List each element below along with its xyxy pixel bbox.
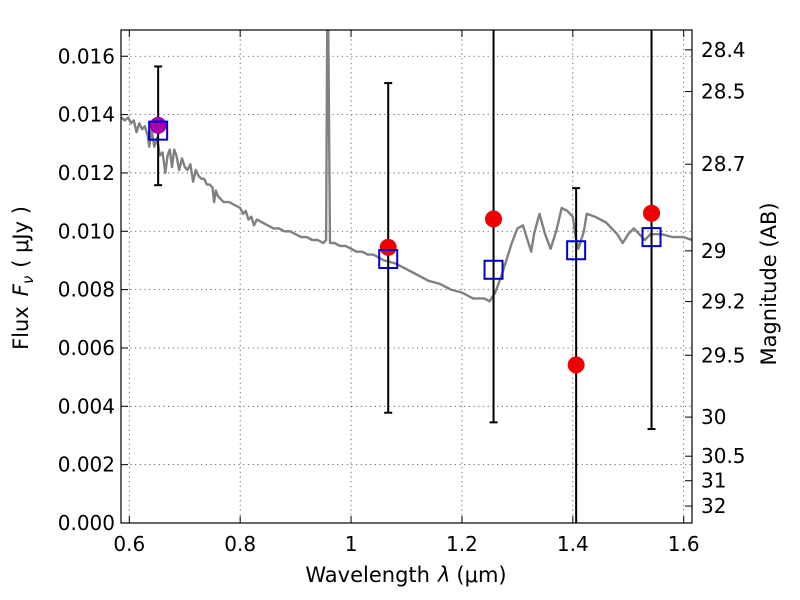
y2-tick-label: 29 xyxy=(701,239,726,263)
y-axis-label-unit: ( μJy ) xyxy=(9,206,33,268)
observed-flux-marker xyxy=(567,356,585,374)
y-tick-label: 0.014 xyxy=(58,103,115,127)
x-tick-label: 0.8 xyxy=(224,532,256,556)
x-tick-label: 1.6 xyxy=(668,532,700,556)
marker-layer xyxy=(148,30,662,523)
x-axis-label-symbol: λ xyxy=(437,563,450,587)
y2-tick-label: 29.5 xyxy=(701,343,746,367)
y2-tick-label: 28.4 xyxy=(701,38,746,62)
y2-tick-label: 32 xyxy=(701,494,726,518)
y2-tick-label: 30 xyxy=(701,405,726,429)
y-axis-label-subscript: ν xyxy=(19,276,37,284)
y2-tick-label: 29.2 xyxy=(701,290,746,314)
x-axis-label: Wavelength λ (μm) xyxy=(305,563,506,587)
spectrum-line xyxy=(121,30,692,303)
grid-lines xyxy=(121,30,692,524)
axis-ticks: 0.6 0.8 1 1.2 1.4 1.6 0.000 0.002 0.004 0.006 0.00… xyxy=(58,30,746,556)
x-tick-label: 0.6 xyxy=(113,532,145,556)
model-flux-marker xyxy=(566,240,587,261)
y-tick-label: 0.012 xyxy=(58,161,115,185)
y-tick-label: 0.010 xyxy=(58,219,115,243)
y-tick-label: 0.004 xyxy=(58,394,115,418)
y2-tick-label: 31 xyxy=(701,469,726,493)
y-tick-label: 0.000 xyxy=(58,511,115,535)
y-axis-label: Flux Fν ( μJy ) xyxy=(9,206,37,350)
y2-axis-label: Magnitude (AB) xyxy=(757,202,781,365)
y2-tick-label: 28.7 xyxy=(701,152,746,176)
y-tick-label: 0.008 xyxy=(58,278,115,302)
y-axis-label-text: Flux xyxy=(9,306,33,350)
observed-flux-marker xyxy=(379,238,397,256)
observed-flux-marker xyxy=(149,116,167,134)
plot-area xyxy=(121,30,692,303)
x-axis-label-unit: (μm) xyxy=(456,563,506,587)
y-tick-label: 0.006 xyxy=(58,336,115,360)
series-layer xyxy=(121,30,692,303)
y-tick-label: 0.016 xyxy=(58,44,115,68)
observed-flux-marker xyxy=(643,204,661,222)
observed-flux-marker xyxy=(485,210,503,228)
y2-tick-label: 30.5 xyxy=(701,444,746,468)
model-flux-marker xyxy=(148,120,169,141)
x-tick-label: 1 xyxy=(345,532,358,556)
y2-tick-label: 28.5 xyxy=(701,80,746,104)
model-flux-marker xyxy=(483,259,504,280)
y-tick-label: 0.002 xyxy=(58,453,115,477)
y-axis-label-symbol: F xyxy=(9,283,33,296)
x-axis-label-text: Wavelength xyxy=(305,563,430,587)
x-tick-label: 1.2 xyxy=(446,532,478,556)
model-flux-marker xyxy=(378,248,399,269)
model-flux-marker xyxy=(641,227,662,248)
x-tick-label: 1.4 xyxy=(557,532,589,556)
plot-frame xyxy=(120,29,693,524)
